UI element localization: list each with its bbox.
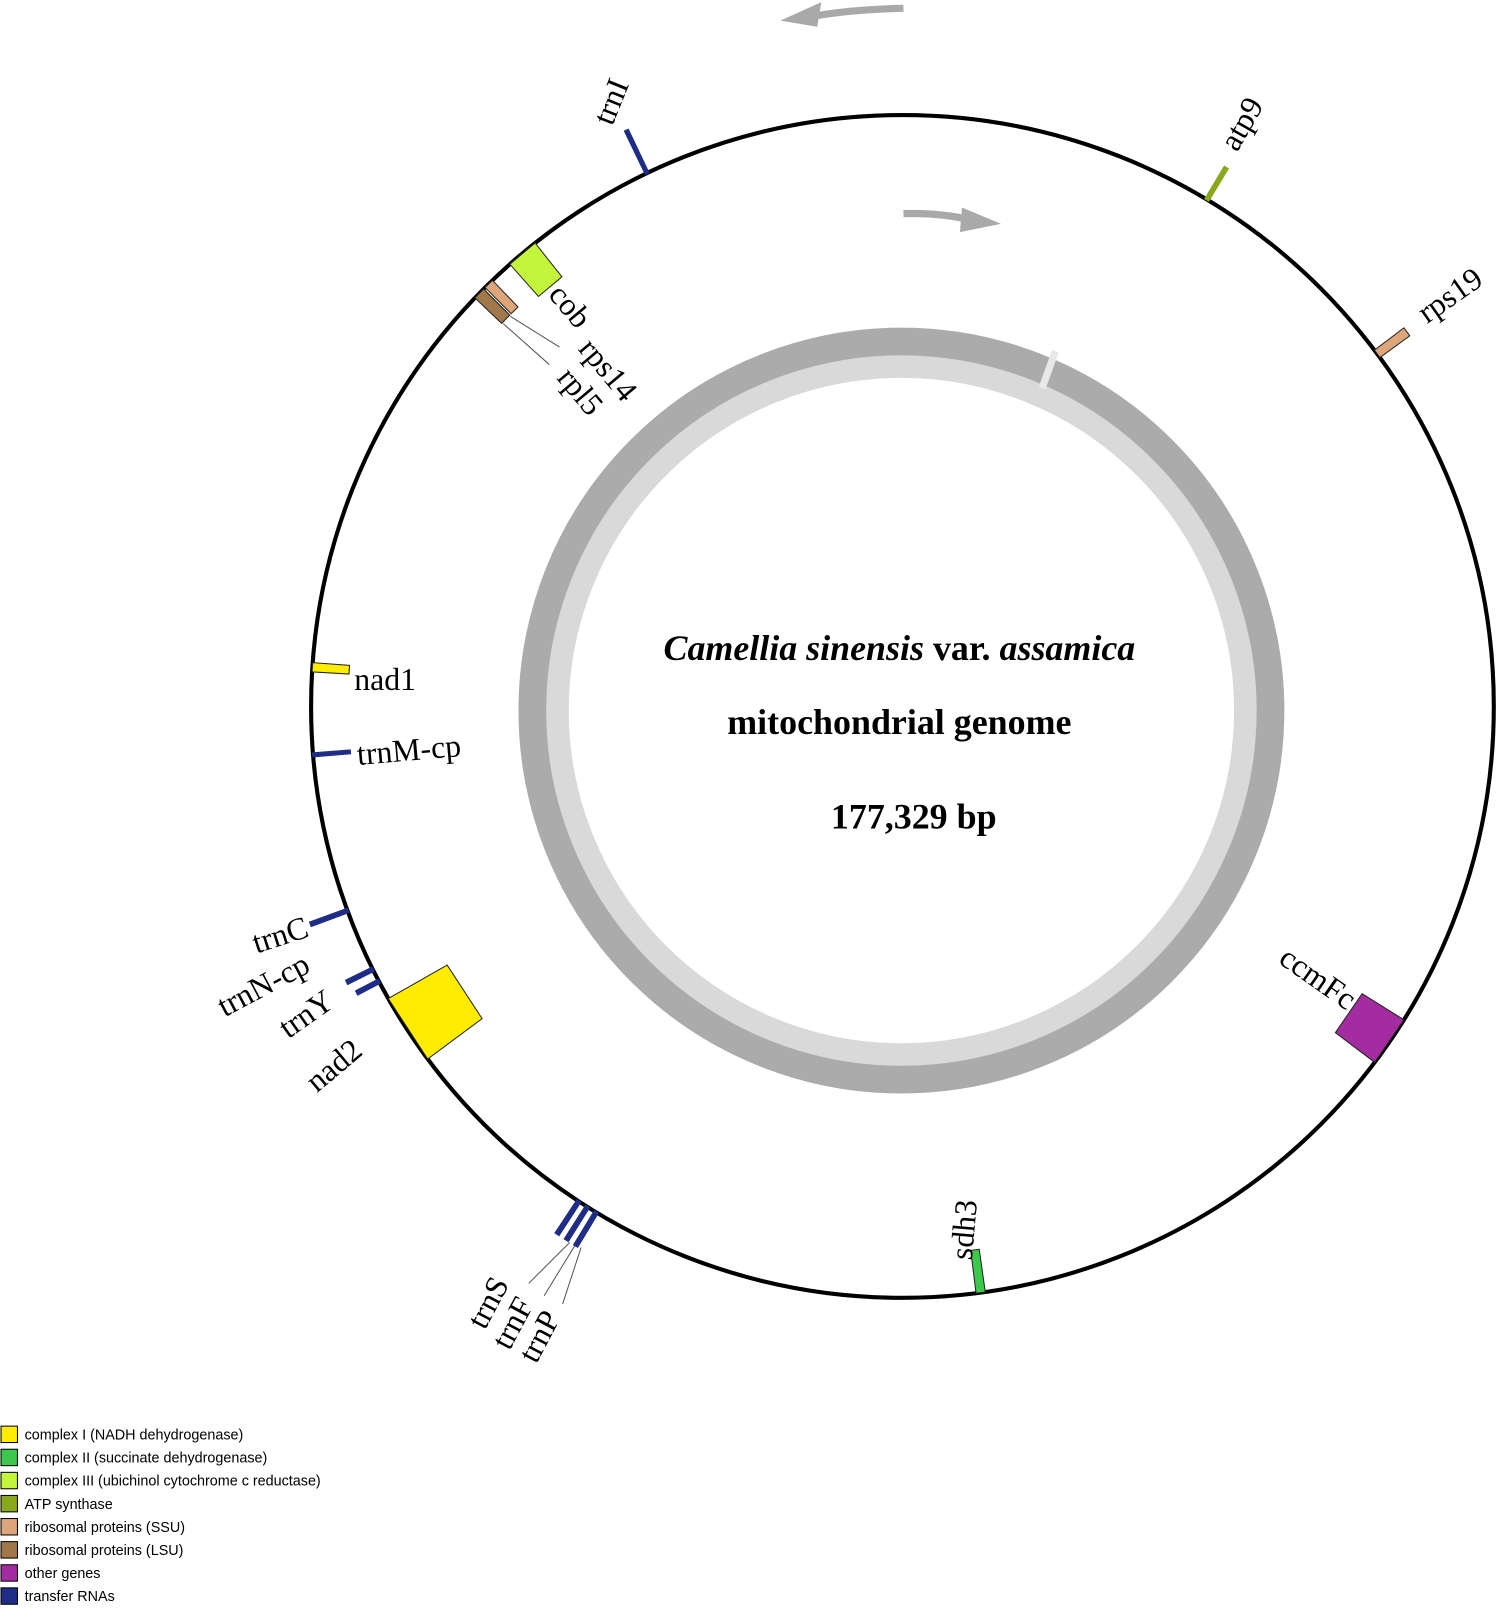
gene-label: nad1 xyxy=(354,662,416,697)
title-species: Camellia sinensis xyxy=(663,628,924,668)
legend-label: ribosomal proteins (LSU) xyxy=(25,1543,184,1559)
gene-block xyxy=(387,964,483,1060)
gene-label: atp9 xyxy=(1213,91,1271,156)
gene-label: ccmFc xyxy=(1273,939,1363,1016)
legend-swatch xyxy=(0,1425,18,1444)
gc-ring-inner xyxy=(546,355,1257,1066)
gene-label: trnM-cp xyxy=(355,728,462,772)
gc-ring-outer xyxy=(518,327,1285,1094)
legend-swatch xyxy=(0,1541,18,1559)
label-connector xyxy=(502,315,560,365)
legend-label: transfer RNAs xyxy=(25,1589,115,1605)
legend-label: complex III (ubichinol cytochrome c redu… xyxy=(25,1474,321,1490)
gene-block xyxy=(1334,993,1405,1064)
gene-label: trnI xyxy=(586,74,636,130)
legend-label: ATP synthase xyxy=(25,1497,113,1513)
legend-label: ribosomal proteins (SSU) xyxy=(25,1520,185,1536)
legend-swatch xyxy=(0,1564,18,1582)
legend-label: complex I (NADH dehydrogenase) xyxy=(25,1427,244,1443)
gene-block xyxy=(474,288,511,325)
gene-block xyxy=(484,279,519,315)
legend-swatch xyxy=(0,1494,18,1513)
direction-arrow-head xyxy=(780,2,822,27)
gene-block xyxy=(1204,165,1230,202)
legend-swatch xyxy=(0,1448,18,1467)
label-connector xyxy=(528,1242,582,1305)
gene-label: sdh3 xyxy=(944,1198,984,1261)
gene-block xyxy=(354,978,382,996)
gene-block xyxy=(509,242,563,298)
gene-block xyxy=(308,907,350,928)
legend: complex I (NADH dehydrogenase) complex II… xyxy=(0,1425,321,1605)
gene-block xyxy=(311,662,351,675)
gene-label: trnC xyxy=(248,910,313,961)
direction-arrow-head xyxy=(959,207,1002,233)
gene-block xyxy=(623,128,650,176)
gene-block xyxy=(970,1248,986,1294)
gene-block xyxy=(344,966,375,986)
direction-arrow xyxy=(810,4,904,21)
gene-block xyxy=(572,1209,600,1249)
gene-label: rps19 xyxy=(1411,261,1489,330)
title-var: var. xyxy=(933,628,991,668)
gene-block xyxy=(311,749,352,758)
gene-block xyxy=(554,1198,582,1237)
legend-swatch xyxy=(0,1518,18,1536)
legend-swatch xyxy=(0,1471,18,1490)
gene-label: nad2 xyxy=(299,1032,369,1099)
gene-block xyxy=(1373,327,1411,359)
legend-swatch xyxy=(0,1587,18,1605)
title-variety: assamica xyxy=(1000,628,1136,668)
genome-subtitle: mitochondrial genome xyxy=(727,702,1071,742)
gene-block xyxy=(563,1204,591,1243)
legend-label: other genes xyxy=(25,1566,101,1582)
genome-title: Camellia sinensis var. assamica xyxy=(663,628,1135,668)
genome-size: 177,329 bp xyxy=(831,797,997,837)
gc-ring-gap xyxy=(1038,349,1059,390)
legend-label: complex II (succinate dehydrogenase) xyxy=(25,1451,268,1467)
genome-circle xyxy=(309,113,1496,1300)
direction-arrow xyxy=(903,209,972,224)
